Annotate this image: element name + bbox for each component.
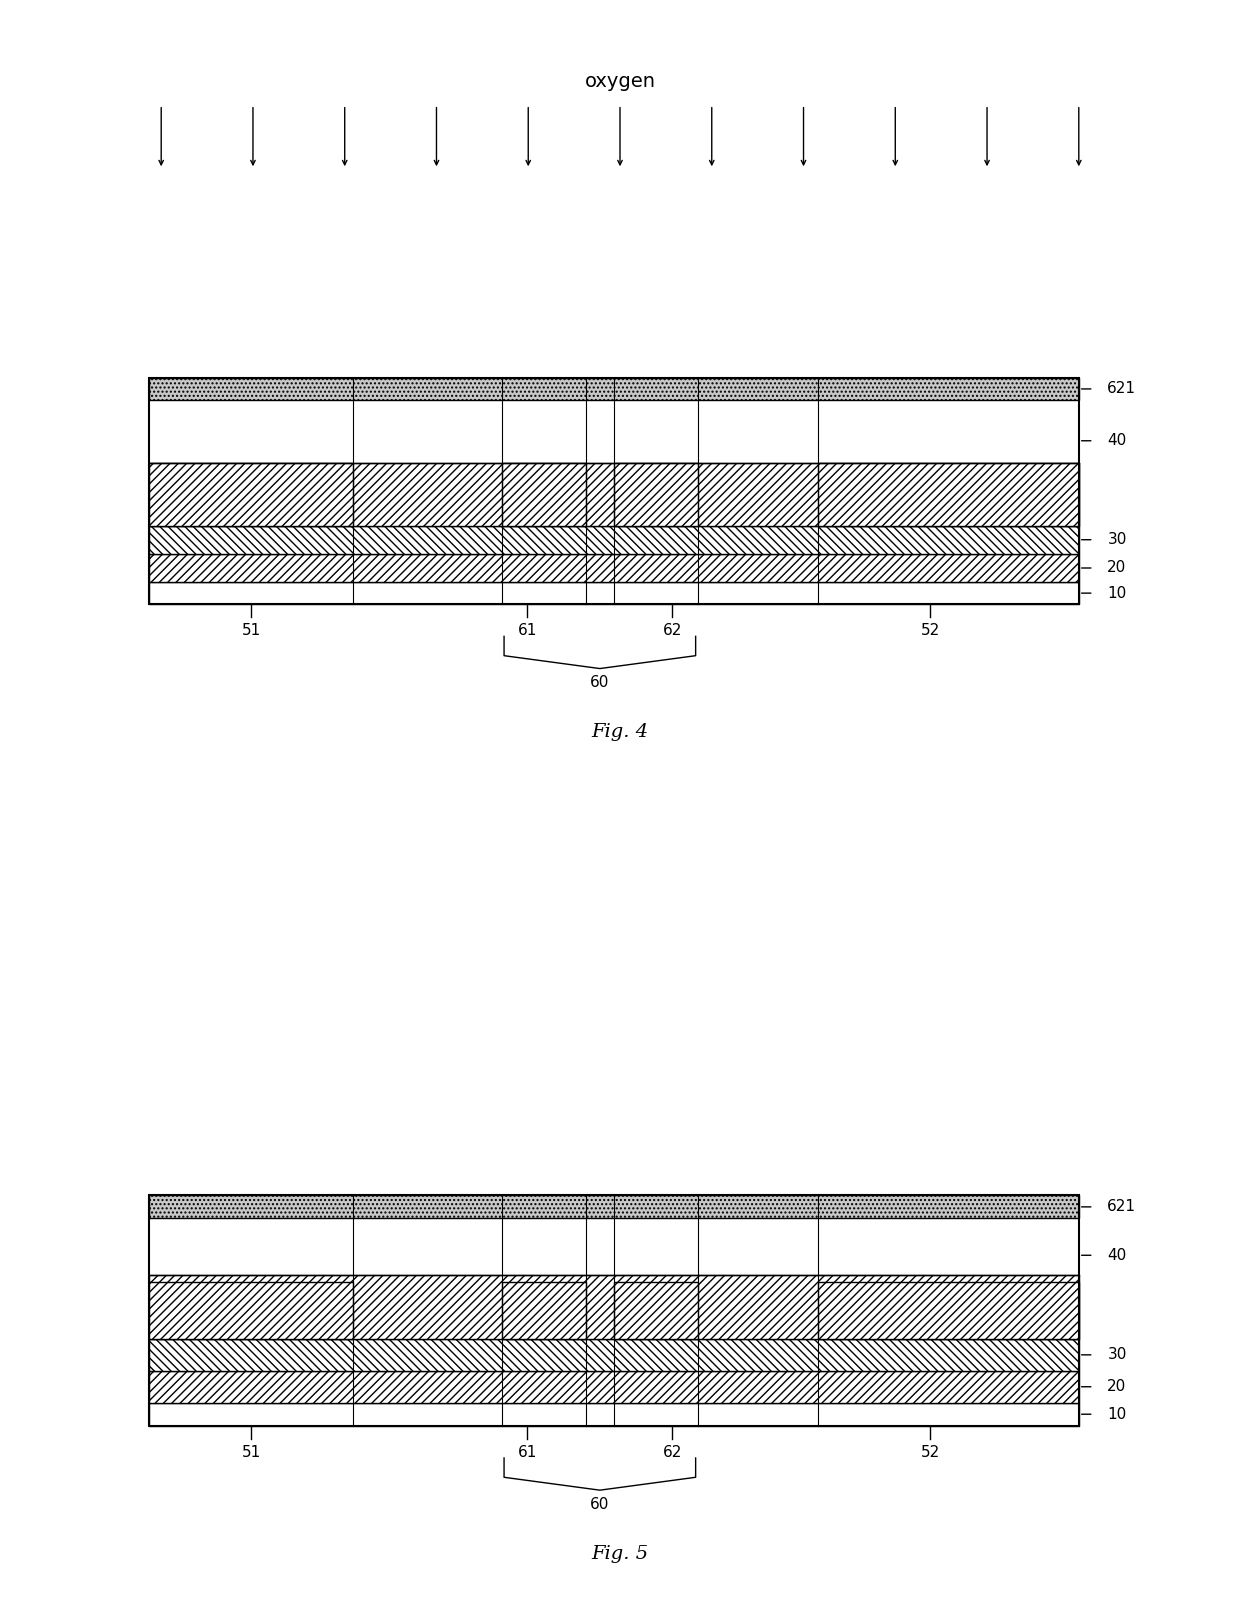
Text: 30: 30: [1107, 1347, 1127, 1363]
Bar: [614, 462, 697, 525]
Text: 30: 30: [1107, 532, 1127, 548]
Bar: [818, 462, 1079, 525]
Text: 62: 62: [662, 1445, 682, 1460]
Text: 621: 621: [1107, 1199, 1136, 1215]
Bar: [149, 1276, 1079, 1339]
Bar: [149, 1371, 1079, 1403]
Text: 20: 20: [1107, 561, 1127, 575]
Text: 61: 61: [517, 1445, 537, 1460]
Bar: [818, 1282, 1079, 1339]
Bar: [149, 1403, 1079, 1426]
Bar: [149, 462, 353, 525]
Text: 51: 51: [242, 623, 260, 638]
Text: 52: 52: [920, 1445, 940, 1460]
Bar: [502, 462, 585, 525]
Bar: [149, 1195, 1079, 1218]
Text: 621: 621: [1107, 382, 1136, 396]
Bar: [149, 554, 1079, 582]
Text: 40: 40: [1107, 1249, 1127, 1263]
Text: oxygen: oxygen: [584, 72, 656, 92]
Text: 10: 10: [1107, 586, 1127, 601]
Bar: [149, 1195, 1079, 1426]
Bar: [149, 1339, 1079, 1371]
Bar: [149, 525, 1079, 554]
Text: Fig. 4: Fig. 4: [591, 723, 649, 741]
Text: 60: 60: [590, 1497, 610, 1511]
Text: 40: 40: [1107, 433, 1127, 448]
Text: 10: 10: [1107, 1406, 1127, 1423]
Bar: [149, 379, 1079, 400]
Bar: [614, 1282, 697, 1339]
Bar: [149, 582, 1079, 604]
Text: 60: 60: [590, 675, 610, 690]
Bar: [149, 462, 1079, 525]
Text: 20: 20: [1107, 1379, 1127, 1394]
Text: Fig. 5: Fig. 5: [591, 1545, 649, 1563]
Text: 61: 61: [517, 623, 537, 638]
Bar: [149, 1282, 353, 1339]
Bar: [149, 379, 1079, 604]
Text: 51: 51: [242, 1445, 260, 1460]
Bar: [502, 1282, 585, 1339]
Text: 62: 62: [662, 623, 682, 638]
Text: 52: 52: [920, 623, 940, 638]
